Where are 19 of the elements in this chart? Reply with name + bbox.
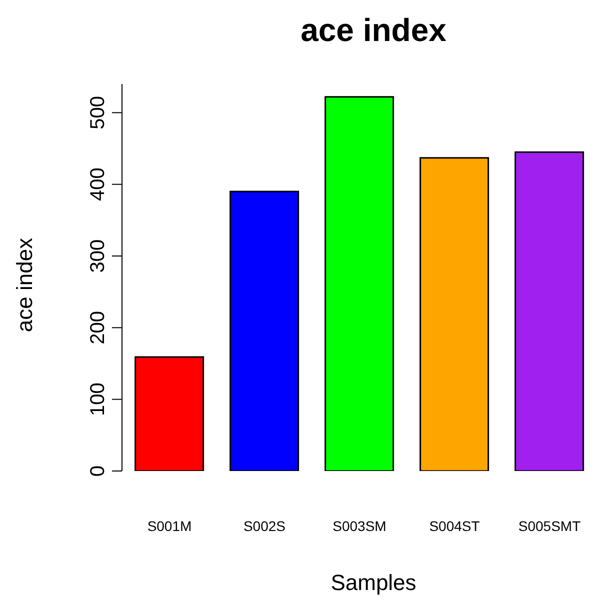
- x-tick-label: S001M: [147, 518, 192, 534]
- y-tick-label: 400: [87, 168, 109, 202]
- x-tick-label: S002S: [243, 518, 286, 534]
- x-tick-label: S005SMT: [518, 518, 582, 534]
- x-tick-label: S004ST: [429, 518, 480, 534]
- y-axis-title: ace index: [12, 236, 38, 334]
- bar: [324, 96, 394, 471]
- bar: [134, 356, 204, 471]
- x-axis-title: Samples: [330, 570, 418, 596]
- y-tick-label: 200: [87, 310, 109, 344]
- bar: [230, 190, 300, 471]
- bar: [420, 157, 490, 471]
- bar: [514, 151, 584, 471]
- x-tick-label: S003SM: [332, 518, 386, 534]
- chart-title: ace index: [300, 12, 448, 49]
- y-tick-label: 0: [87, 465, 109, 477]
- y-tick-label: 500: [87, 96, 109, 130]
- y-tick-label: 100: [87, 382, 109, 416]
- y-tick-label: 300: [87, 239, 109, 273]
